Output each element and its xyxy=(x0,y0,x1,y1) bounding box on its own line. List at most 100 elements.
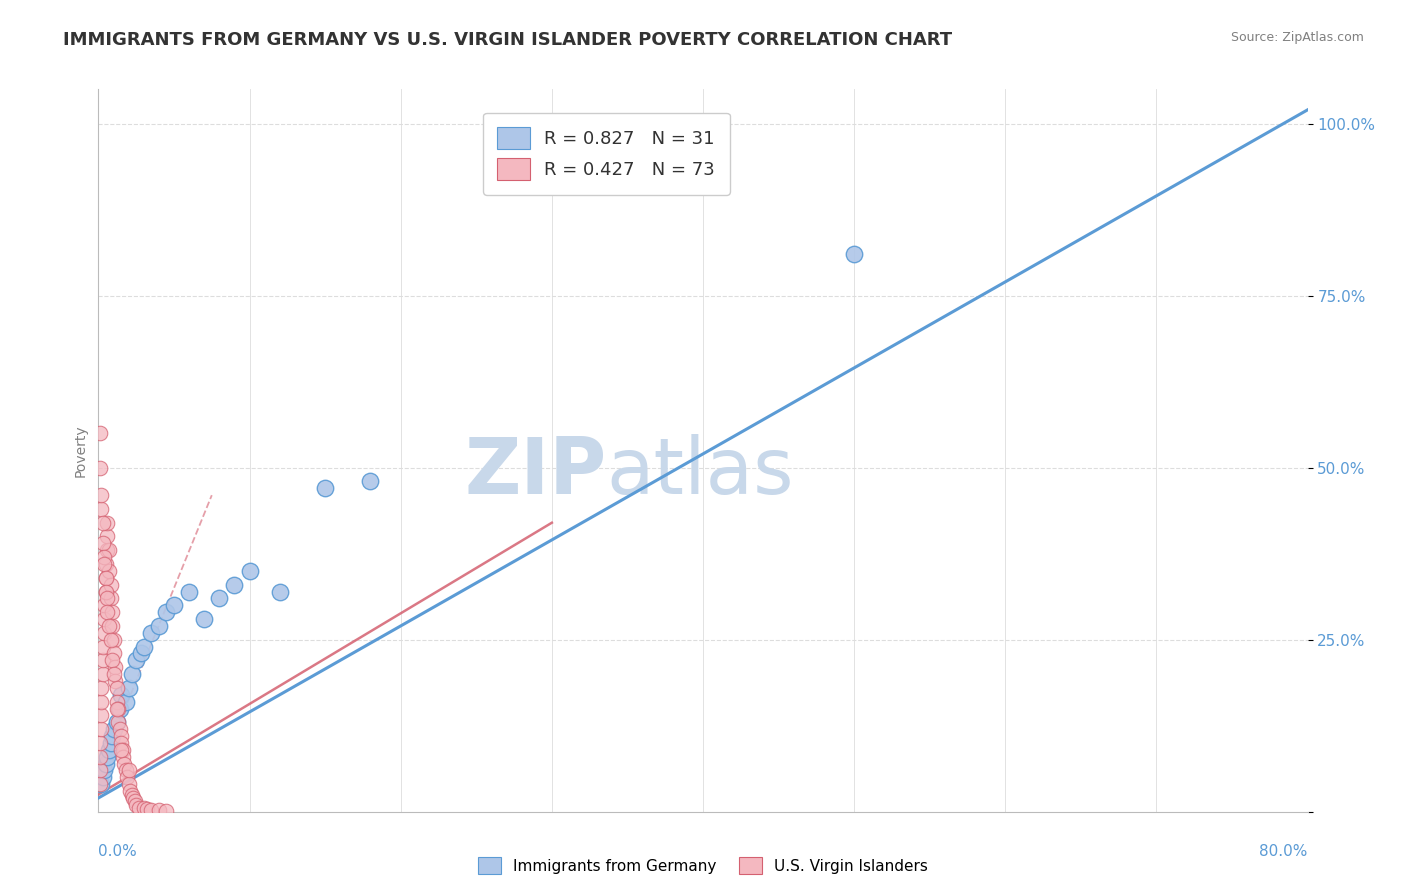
Point xyxy=(96,749,118,764)
Point xyxy=(91,667,114,681)
Point xyxy=(155,605,177,619)
Point xyxy=(105,695,128,709)
Point xyxy=(111,743,134,757)
Text: 80.0%: 80.0% xyxy=(1260,844,1308,859)
Point xyxy=(93,557,115,571)
Point xyxy=(107,701,129,715)
Point xyxy=(103,667,125,681)
Point xyxy=(91,640,114,654)
Point xyxy=(100,736,122,750)
Point xyxy=(94,571,117,585)
Point xyxy=(100,632,122,647)
Point xyxy=(105,715,128,730)
Point xyxy=(90,681,112,695)
Point xyxy=(89,460,111,475)
Point xyxy=(93,612,115,626)
Point xyxy=(314,481,336,495)
Point xyxy=(93,550,115,565)
Legend: R = 0.827   N = 31, R = 0.427   N = 73: R = 0.827 N = 31, R = 0.427 N = 73 xyxy=(484,112,730,194)
Text: ZIP: ZIP xyxy=(464,434,606,510)
Point xyxy=(98,564,121,578)
Point xyxy=(132,801,155,815)
Text: Source: ZipAtlas.com: Source: ZipAtlas.com xyxy=(1230,31,1364,45)
Point xyxy=(111,749,134,764)
Point xyxy=(94,584,117,599)
Point xyxy=(98,743,121,757)
Point xyxy=(360,475,382,489)
Point xyxy=(844,247,866,261)
Point xyxy=(110,688,132,702)
Point xyxy=(193,612,215,626)
Point xyxy=(90,695,112,709)
Point xyxy=(94,756,117,771)
Point xyxy=(90,708,112,723)
Text: IMMIGRANTS FROM GERMANY VS U.S. VIRGIN ISLANDER POVERTY CORRELATION CHART: IMMIGRANTS FROM GERMANY VS U.S. VIRGIN I… xyxy=(63,31,952,49)
Point xyxy=(89,749,111,764)
Point xyxy=(98,543,121,558)
Point xyxy=(120,784,142,798)
Point xyxy=(141,625,163,640)
Point xyxy=(118,764,141,778)
Text: atlas: atlas xyxy=(606,434,794,510)
Point xyxy=(132,640,155,654)
Point xyxy=(128,801,150,815)
Point xyxy=(94,557,117,571)
Point xyxy=(179,584,201,599)
Point xyxy=(103,722,125,736)
Point xyxy=(91,770,114,784)
Point xyxy=(91,516,114,530)
Point xyxy=(89,777,111,791)
Point xyxy=(89,736,111,750)
Point xyxy=(224,577,246,591)
Point xyxy=(93,599,115,613)
Point xyxy=(108,701,131,715)
Point xyxy=(90,722,112,736)
Text: 0.0%: 0.0% xyxy=(98,844,138,859)
Point xyxy=(101,729,124,743)
Point xyxy=(129,647,152,661)
Point xyxy=(121,788,143,802)
Point xyxy=(208,591,231,606)
Y-axis label: Poverty: Poverty xyxy=(73,425,87,476)
Point xyxy=(108,722,131,736)
Point xyxy=(89,426,111,441)
Point xyxy=(125,653,148,667)
Point xyxy=(96,516,118,530)
Point xyxy=(269,584,291,599)
Point xyxy=(110,743,132,757)
Point xyxy=(118,777,141,791)
Point xyxy=(239,564,262,578)
Point xyxy=(89,764,111,778)
Point xyxy=(107,715,129,730)
Point xyxy=(115,770,138,784)
Point xyxy=(96,543,118,558)
Point xyxy=(91,653,114,667)
Point xyxy=(104,660,127,674)
Point xyxy=(112,756,135,771)
Point xyxy=(98,619,121,633)
Point xyxy=(101,653,124,667)
Point xyxy=(122,791,145,805)
Point xyxy=(103,632,125,647)
Point xyxy=(125,797,148,812)
Point xyxy=(124,794,146,808)
Point xyxy=(121,667,143,681)
Point xyxy=(93,764,115,778)
Point xyxy=(91,536,114,550)
Point xyxy=(155,804,177,818)
Point xyxy=(90,777,112,791)
Point xyxy=(105,681,128,695)
Point xyxy=(105,701,128,715)
Point xyxy=(118,681,141,695)
Point xyxy=(114,764,136,778)
Point xyxy=(94,584,117,599)
Point xyxy=(110,736,132,750)
Point xyxy=(110,729,132,743)
Point xyxy=(148,619,170,633)
Legend: Immigrants from Germany, U.S. Virgin Islanders: Immigrants from Germany, U.S. Virgin Isl… xyxy=(471,851,935,880)
Point xyxy=(148,803,170,817)
Point xyxy=(135,802,157,816)
Point xyxy=(141,803,163,817)
Point xyxy=(100,577,122,591)
Point xyxy=(163,599,186,613)
